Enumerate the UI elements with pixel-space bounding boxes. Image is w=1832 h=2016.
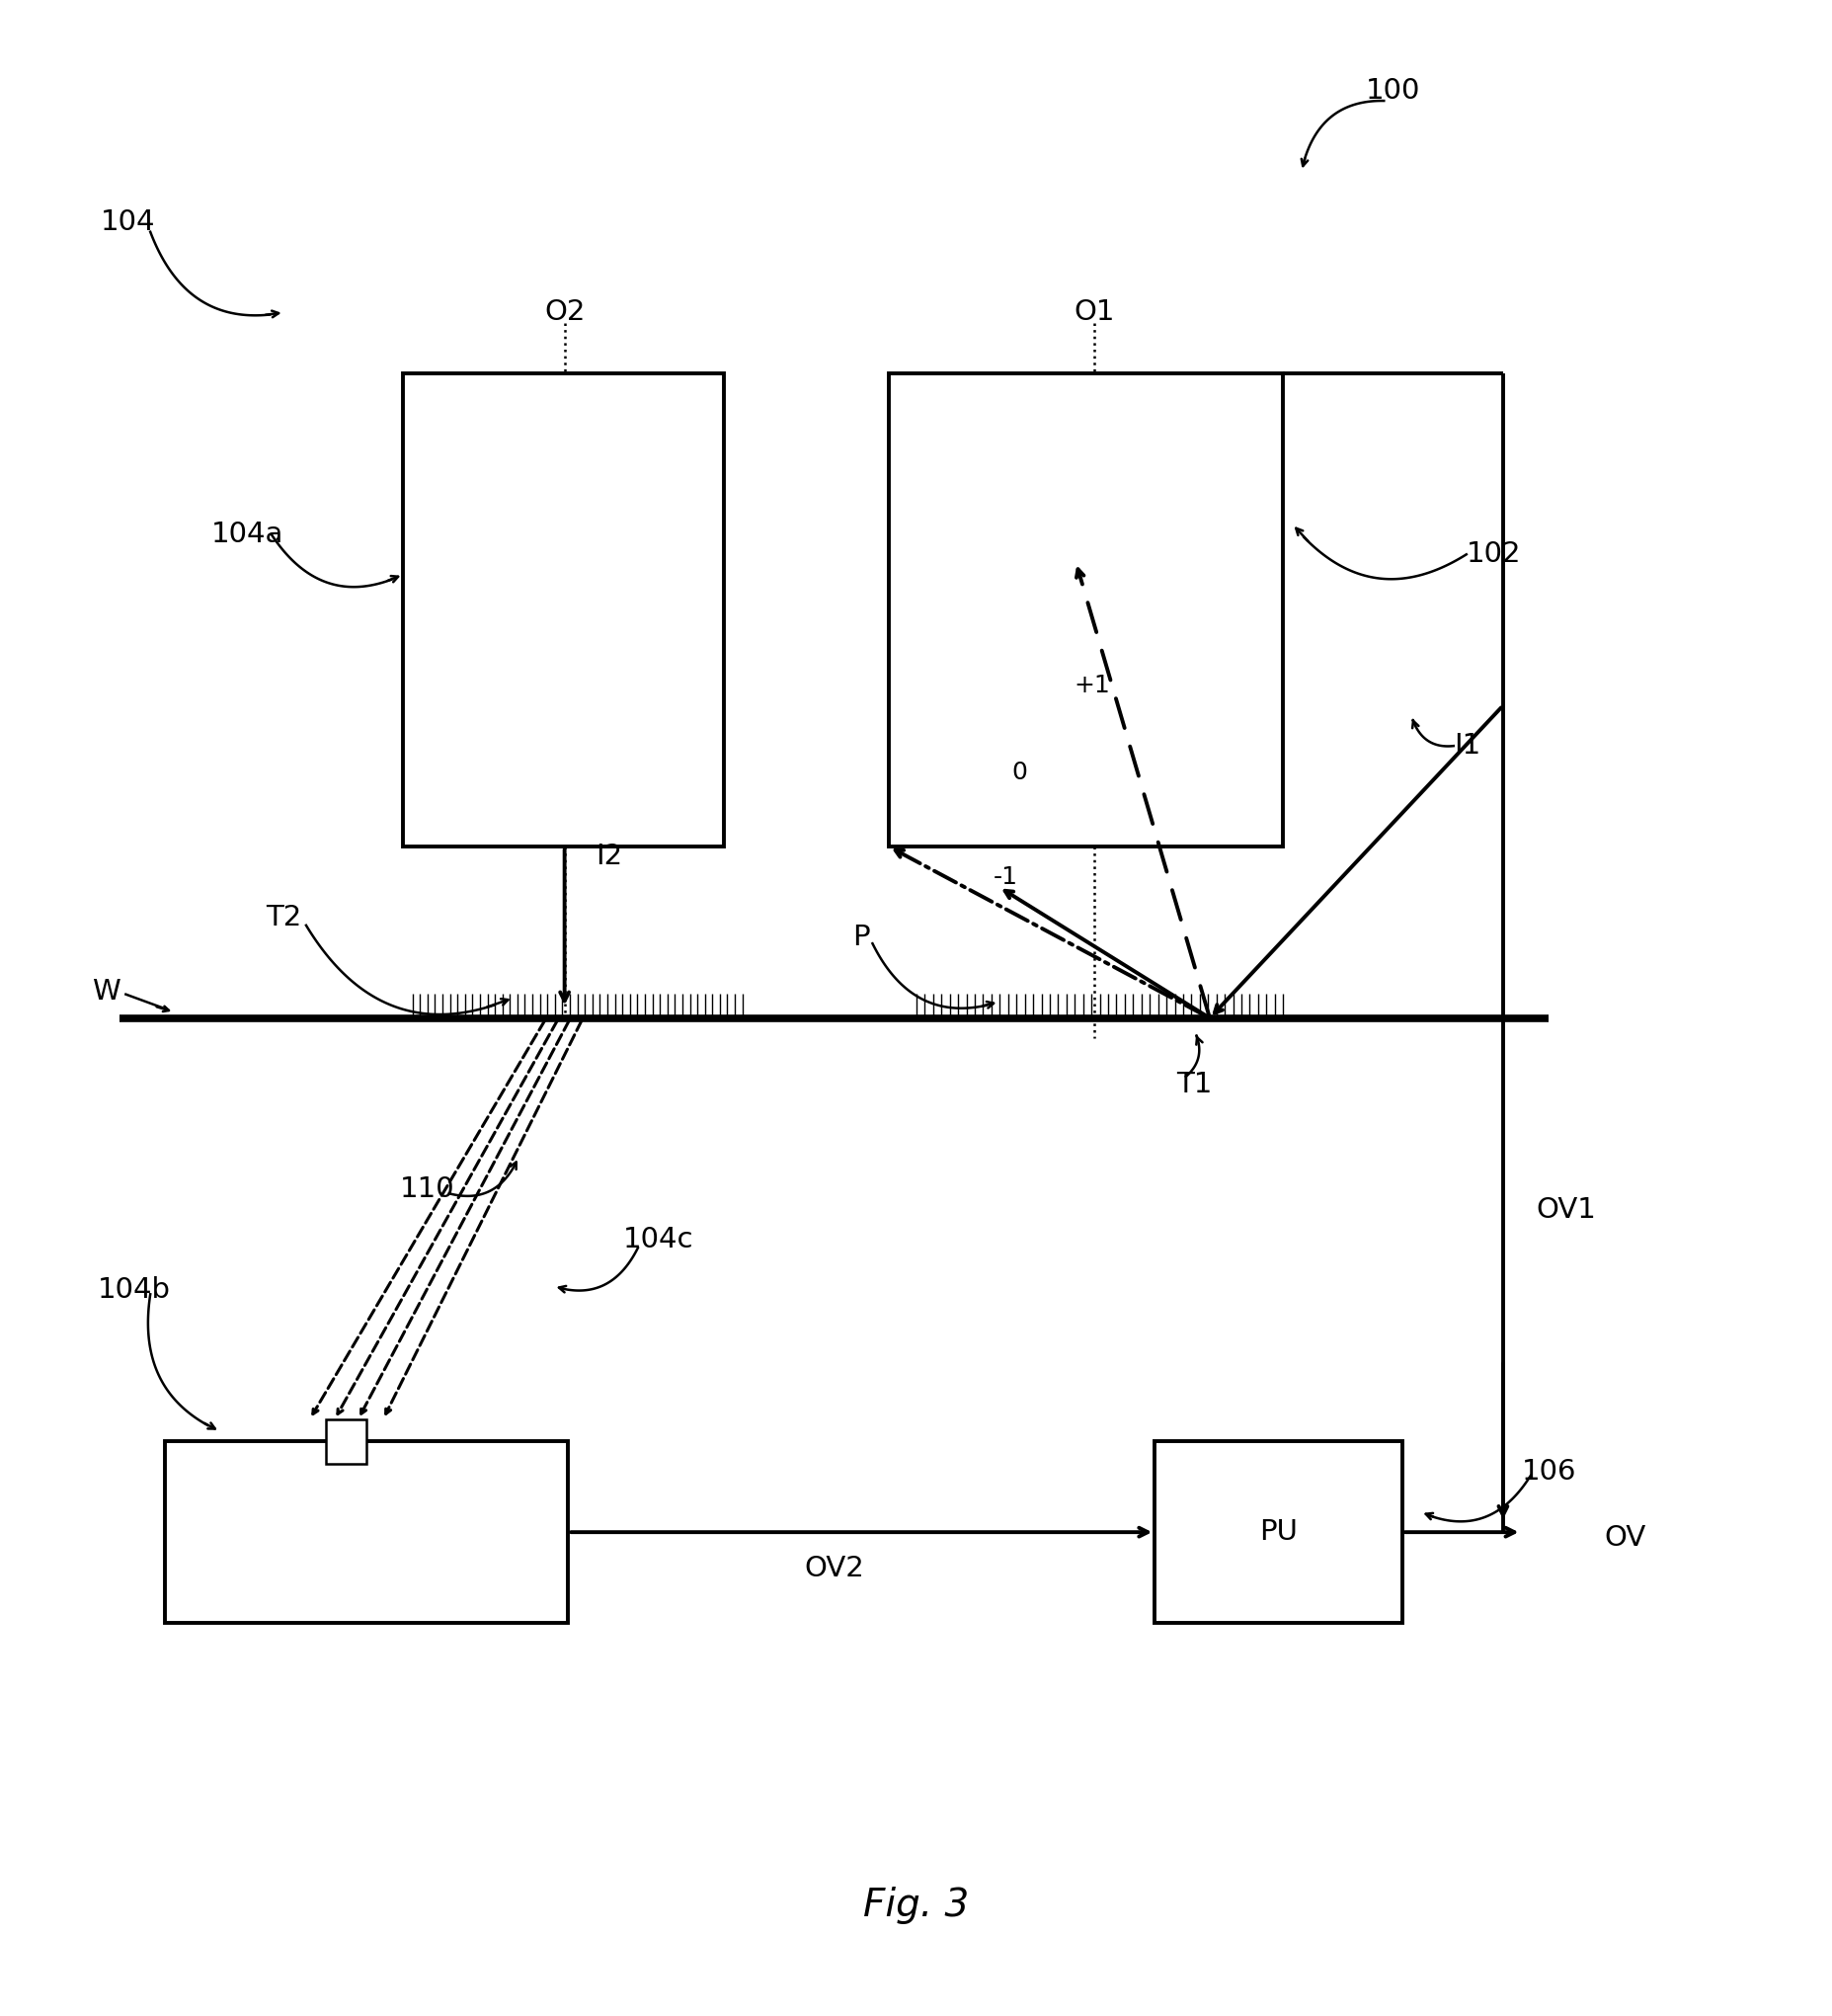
Text: -1: -1 xyxy=(993,865,1017,889)
Text: 104b: 104b xyxy=(97,1276,170,1304)
Text: PU: PU xyxy=(1259,1518,1297,1546)
Text: O2: O2 xyxy=(544,298,584,327)
Text: OV: OV xyxy=(1603,1524,1645,1552)
Text: 100: 100 xyxy=(1365,77,1420,105)
Text: 0: 0 xyxy=(1011,760,1028,784)
Bar xyxy=(889,373,1282,847)
Text: OV2: OV2 xyxy=(804,1554,863,1583)
Text: Fig. 3: Fig. 3 xyxy=(863,1887,969,1923)
Text: +1: +1 xyxy=(1074,673,1110,698)
Text: P: P xyxy=(852,923,868,952)
Text: I2: I2 xyxy=(595,843,623,871)
Text: 104: 104 xyxy=(101,208,156,236)
Bar xyxy=(403,373,724,847)
Text: OV1: OV1 xyxy=(1535,1195,1596,1224)
Text: I1: I1 xyxy=(1453,732,1480,760)
Text: 104c: 104c xyxy=(623,1226,694,1254)
Text: W: W xyxy=(92,978,119,1006)
Text: 106: 106 xyxy=(1521,1458,1576,1486)
Bar xyxy=(165,1441,568,1623)
Text: 104a: 104a xyxy=(211,520,284,548)
Bar xyxy=(326,1419,366,1464)
Text: 110: 110 xyxy=(399,1175,454,1204)
Text: O1: O1 xyxy=(1074,298,1114,327)
Text: T1: T1 xyxy=(1176,1070,1213,1099)
Text: 102: 102 xyxy=(1466,540,1521,569)
Text: T2: T2 xyxy=(266,903,302,931)
Bar xyxy=(1154,1441,1401,1623)
